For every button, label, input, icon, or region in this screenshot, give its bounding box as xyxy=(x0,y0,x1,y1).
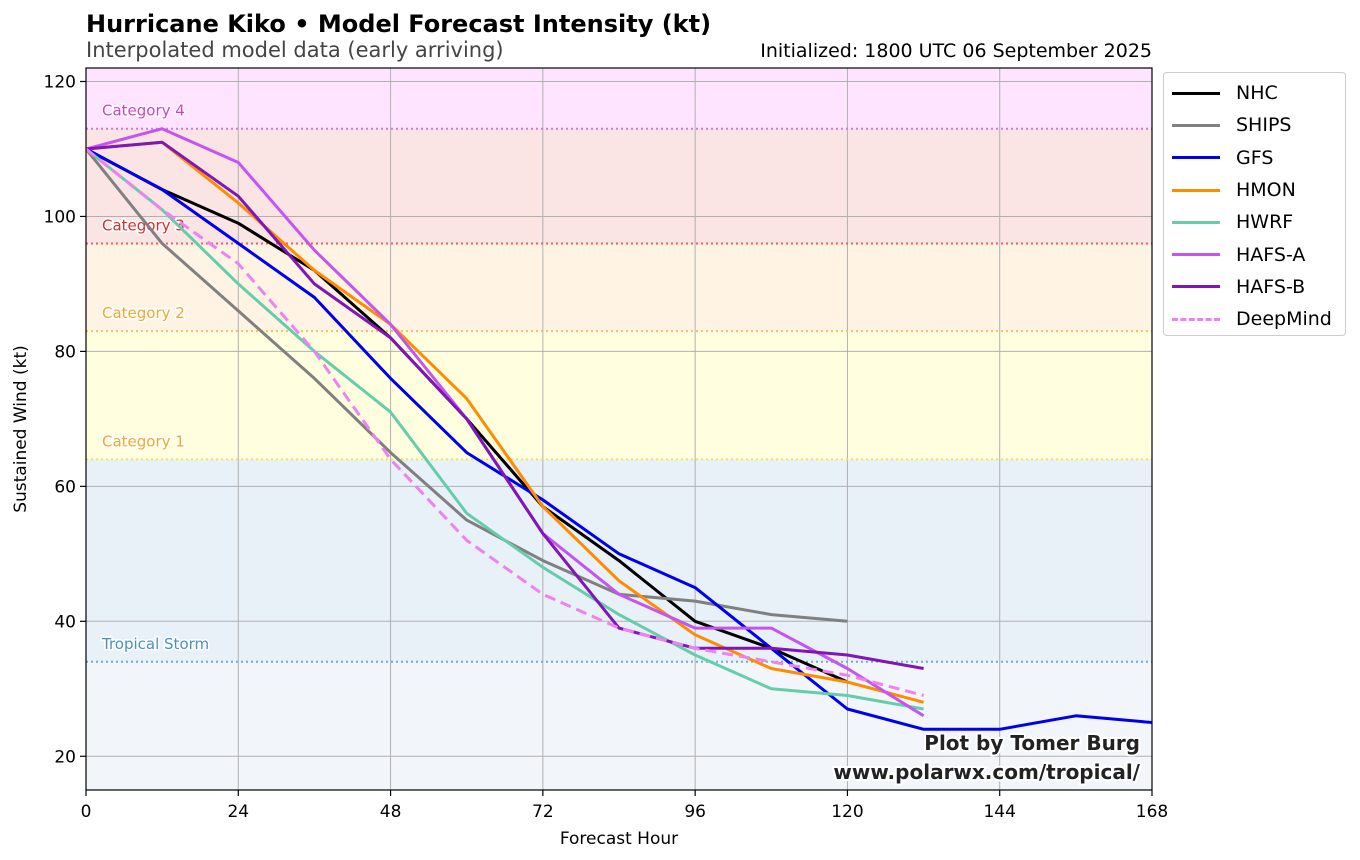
series-line-ships xyxy=(86,148,848,623)
y-tick-label: 40 xyxy=(54,612,76,632)
legend-item-hwrf: HWRF xyxy=(1172,206,1345,238)
legend-swatch-hmon xyxy=(1172,188,1220,192)
category-bands xyxy=(86,68,1152,790)
legend-item-deepmind: DeepMind xyxy=(1172,303,1345,335)
initialized-time: Initialized: 1800 UTC 06 September 2025 xyxy=(760,40,1152,62)
chart-subtitle: Interpolated model data (early arriving) xyxy=(86,38,504,62)
band-category-1 xyxy=(86,331,1152,460)
series-line-hmon xyxy=(86,140,924,704)
legend-item-hafs-a: HAFS-A xyxy=(1172,238,1345,270)
x-tick-label: 168 xyxy=(1136,802,1168,822)
legend-swatch-nhc xyxy=(1172,91,1220,95)
y-tick-label: 80 xyxy=(54,342,76,362)
y-tick-label: 20 xyxy=(54,747,76,767)
series-line-hafs-b xyxy=(86,140,924,670)
legend-swatch-hafs-b xyxy=(1172,285,1220,289)
category-label-category-1: Category 1 xyxy=(102,432,185,450)
legend-label-gfs: GFS xyxy=(1236,146,1274,169)
legend-swatch-ships xyxy=(1172,123,1220,127)
legend-swatch-hwrf xyxy=(1172,220,1220,224)
series-lines xyxy=(86,127,1152,731)
category-label-category-4: Category 4 xyxy=(102,102,185,120)
category-label-category-3: Category 3 xyxy=(102,216,185,234)
x-tick-label: 0 xyxy=(81,802,92,822)
series-line-deepmind xyxy=(86,147,924,697)
legend-label-hafs-b: HAFS-B xyxy=(1236,275,1306,298)
x-tick-label: 96 xyxy=(684,802,706,822)
series-line-gfs xyxy=(86,147,1152,731)
category-label-category-2: Category 2 xyxy=(102,304,185,322)
x-tick-label: 48 xyxy=(380,802,402,822)
axes: 0 24 48 72 96 120 144 168 20 40 60 80 100 120 xyxy=(44,72,1169,822)
legend-label-ships: SHIPS xyxy=(1236,114,1292,137)
chart-title: Hurricane Kiko • Model Forecast Intensit… xyxy=(86,10,712,38)
legend-label-nhc: NHC xyxy=(1236,82,1278,105)
legend-label-deepmind: DeepMind xyxy=(1236,308,1332,331)
x-axis-label: Forecast Hour xyxy=(560,829,678,849)
series-line-hwrf xyxy=(86,147,924,711)
credit-line1: Plot by Tomer Burg xyxy=(924,731,1140,755)
legend-item-gfs: GFS xyxy=(1172,142,1345,174)
legend-swatch-gfs xyxy=(1172,156,1220,160)
legend-item-hmon: HMON xyxy=(1172,174,1345,206)
y-tick-label: 120 xyxy=(44,72,76,92)
legend-label-hwrf: HWRF xyxy=(1236,211,1294,234)
y-axis-label: Sustained Wind (kt) xyxy=(11,345,31,513)
legend: NHC SHIPS GFS HMON HWRF HAFS-A HAFS-B DeepMind xyxy=(1163,72,1346,336)
y-tick-label: 100 xyxy=(44,207,76,227)
band-below-tropical-storm xyxy=(86,661,1152,790)
legend-swatch-hafs-a xyxy=(1172,253,1220,257)
band-category-4 xyxy=(86,68,1152,129)
legend-label-hafs-a: HAFS-A xyxy=(1236,243,1306,266)
category-label-tropical-storm: Tropical Storm xyxy=(101,635,209,653)
plot-frame xyxy=(85,67,1153,791)
legend-item-hafs-b: HAFS-B xyxy=(1172,271,1345,303)
legend-item-ships: SHIPS xyxy=(1172,109,1345,141)
x-tick-label: 72 xyxy=(532,802,554,822)
legend-item-nhc: NHC xyxy=(1172,77,1345,109)
x-tick-label: 144 xyxy=(983,802,1015,822)
legend-swatch-deepmind xyxy=(1172,317,1220,321)
band-category-2 xyxy=(86,243,1152,332)
x-tick-label: 120 xyxy=(831,802,863,822)
x-tick-label: 24 xyxy=(227,802,249,822)
legend-label-hmon: HMON xyxy=(1236,179,1296,202)
credit-line2: www.polarwx.com/tropical/ xyxy=(833,760,1140,784)
y-tick-label: 60 xyxy=(54,477,76,497)
category-labels: Tropical Storm Category 1 Category 2 Catego… xyxy=(100,100,211,654)
credit-text: Plot by Tomer Burg www.polarwx.com/tropi… xyxy=(831,729,1142,786)
